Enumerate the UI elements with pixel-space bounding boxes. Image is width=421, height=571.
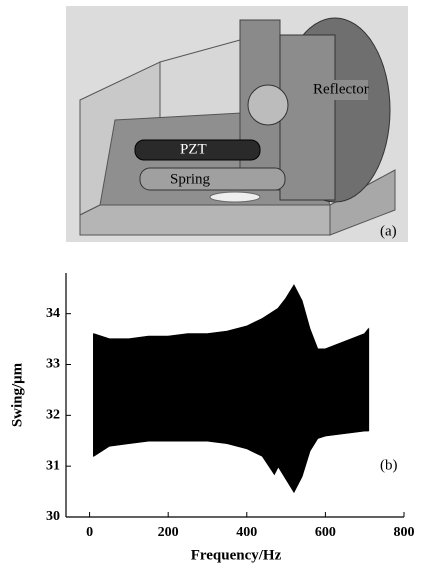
cad-reflector-frame — [280, 35, 335, 200]
cad-base-front — [80, 205, 330, 235]
y-tick-label: 30 — [46, 509, 60, 524]
x-tick-label: 800 — [394, 525, 415, 540]
y-tick-label: 33 — [46, 357, 60, 372]
x-tick-label: 200 — [158, 525, 179, 540]
cad-washer — [210, 192, 260, 202]
cad-hole — [248, 85, 288, 125]
x-axis-label: Frequency/Hz — [191, 547, 282, 563]
panel-label-b: (b) — [380, 457, 398, 473]
page: Reflector PZT Spring (a) Frequency/Hz Sw… — [0, 0, 421, 571]
x-tick-label: 0 — [86, 525, 93, 540]
figure: Reflector PZT Spring (a) Frequency/Hz Sw… — [0, 0, 421, 571]
y-axis-label: Swing/μm — [9, 362, 25, 427]
pzt-label: PZT — [180, 141, 207, 157]
x-tick-label: 600 — [315, 525, 336, 540]
chart: Frequency/Hz Swing/μm (b) 30 31 32 33 34 0 200… — [9, 273, 414, 563]
y-tick-label: 32 — [46, 408, 60, 423]
cad-drawing: Reflector PZT Spring (a) — [66, 6, 408, 242]
y-tick-label: 31 — [46, 458, 60, 473]
panel-label-a: (a) — [380, 223, 397, 239]
swing-band — [94, 286, 369, 492]
y-tick-label: 34 — [46, 306, 60, 321]
spring-label: Spring — [170, 171, 211, 187]
x-tick-label: 400 — [236, 525, 257, 540]
cad-spring — [140, 168, 285, 190]
reflector-label: Reflector — [313, 81, 369, 97]
